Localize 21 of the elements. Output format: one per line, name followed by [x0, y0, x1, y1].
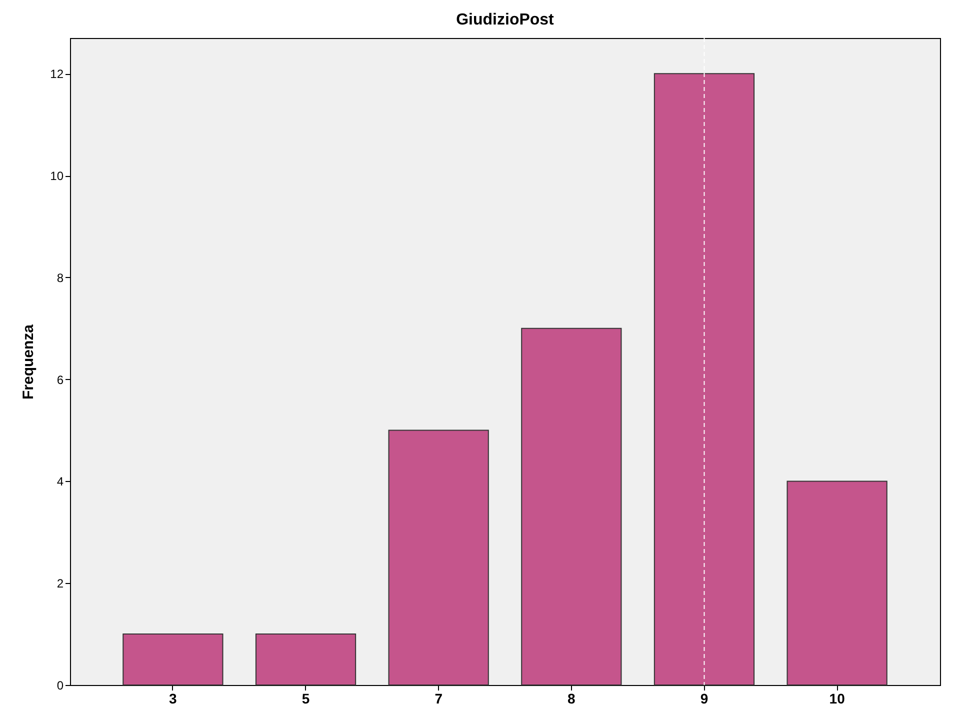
y-tick-label: 2 — [56, 576, 64, 591]
bar — [255, 634, 356, 686]
y-tick-label: 4 — [56, 474, 64, 489]
y-tick-label: 12 — [50, 67, 64, 82]
bar — [786, 480, 888, 686]
x-tick-label: 8 — [568, 690, 576, 706]
bar — [388, 430, 489, 686]
x-tick-label: 10 — [829, 690, 846, 706]
bar — [654, 73, 755, 686]
y-tick-label: 0 — [56, 678, 64, 692]
chart-title: GiudizioPost — [456, 12, 555, 28]
bar — [122, 634, 224, 686]
y-tick-label: 8 — [56, 270, 64, 285]
bar — [521, 328, 622, 686]
x-tick-label: 5 — [302, 690, 310, 706]
x-tick-label: 3 — [169, 690, 178, 706]
y-tick-label: 10 — [50, 169, 64, 184]
y-tick-label: 6 — [56, 372, 64, 387]
x-tick-label: 7 — [434, 690, 443, 706]
y-axis-title: Frequenza — [20, 324, 38, 400]
x-tick-label: 9 — [700, 690, 708, 706]
